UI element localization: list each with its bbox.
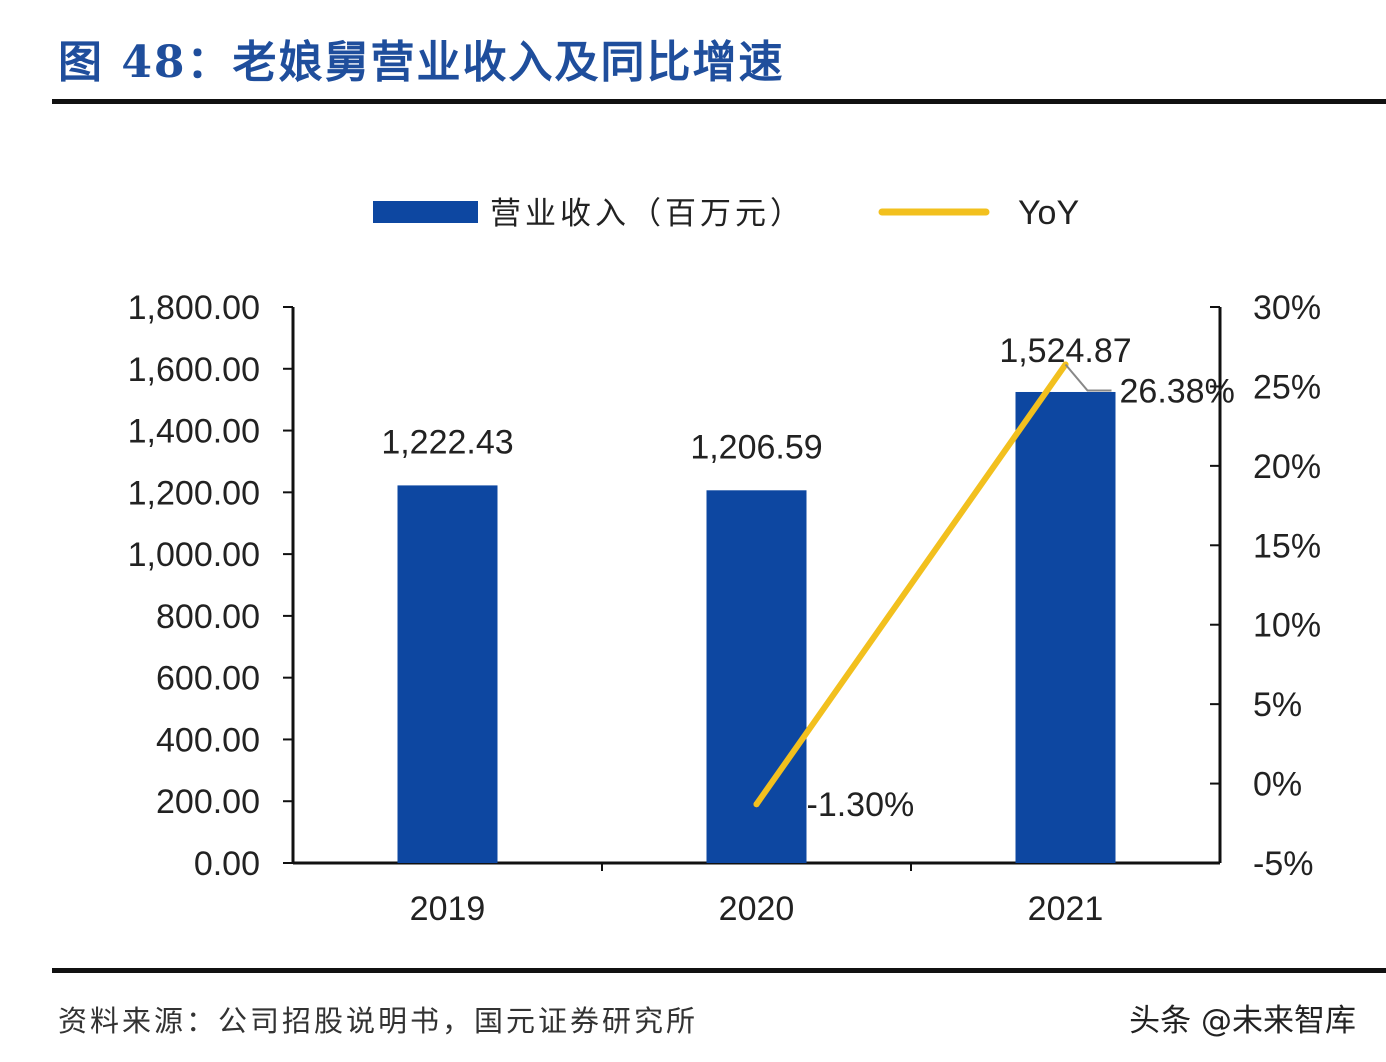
revenue-bar xyxy=(397,485,498,863)
revenue-data-label: 1,222.43 xyxy=(381,423,513,461)
left-axis-tick-label: 1,200.00 xyxy=(128,474,260,512)
yoy-label-leader xyxy=(1064,363,1112,392)
yoy-line xyxy=(753,361,1069,808)
right-axis-tick-label: 30% xyxy=(1253,289,1321,327)
left-axis-tick-label: 0.00 xyxy=(194,845,260,883)
left-axis-tick-label: 1,000.00 xyxy=(128,536,260,574)
left-axis-tick-label: 1,400.00 xyxy=(128,413,260,451)
left-axis-tick-label: 200.00 xyxy=(156,783,260,821)
left-axis-tick-label: 400.00 xyxy=(156,721,260,759)
x-axis-tick-label: 2021 xyxy=(1028,890,1104,928)
x-axis-tick-label: 2019 xyxy=(410,890,486,928)
watermark: 头条 @未来智库 xyxy=(1129,1003,1356,1039)
legend-revenue-label: 营业收入（百万元） xyxy=(490,196,805,232)
left-axis-tick-label: 1,800.00 xyxy=(128,289,260,327)
right-axis-tick-label: 0% xyxy=(1253,766,1302,804)
source-note: 资料来源：公司招股说明书，国元证券研究所 xyxy=(58,1004,699,1038)
yoy-data-label: -1.30% xyxy=(807,786,915,824)
legend-revenue-swatch xyxy=(373,201,478,223)
revenue-bar xyxy=(1015,391,1116,863)
right-axis-tick-label: 20% xyxy=(1253,448,1321,486)
revenue-data-label: 1,206.59 xyxy=(690,428,822,466)
right-axis-tick-label: 10% xyxy=(1253,607,1321,645)
right-axis-tick-label: 25% xyxy=(1253,368,1321,406)
left-axis-tick-label: 1,600.00 xyxy=(128,351,260,389)
right-axis-tick-label: 15% xyxy=(1253,527,1321,565)
yoy-data-label: 26.38% xyxy=(1120,373,1235,411)
right-axis-tick-label: -5% xyxy=(1253,845,1313,883)
left-axis-tick-label: 800.00 xyxy=(156,598,260,636)
title-rule xyxy=(52,99,1386,104)
legend-yoy-label: YoY xyxy=(1018,194,1079,232)
left-axis-tick-label: 600.00 xyxy=(156,660,260,698)
figure-title: 图 48：老娘舅营业收入及同比增速 xyxy=(58,37,785,88)
x-axis-tick-label: 2020 xyxy=(719,890,795,928)
yoy-point xyxy=(753,801,760,808)
right-axis-tick-label: 5% xyxy=(1253,686,1302,724)
footer-rule xyxy=(52,968,1386,973)
